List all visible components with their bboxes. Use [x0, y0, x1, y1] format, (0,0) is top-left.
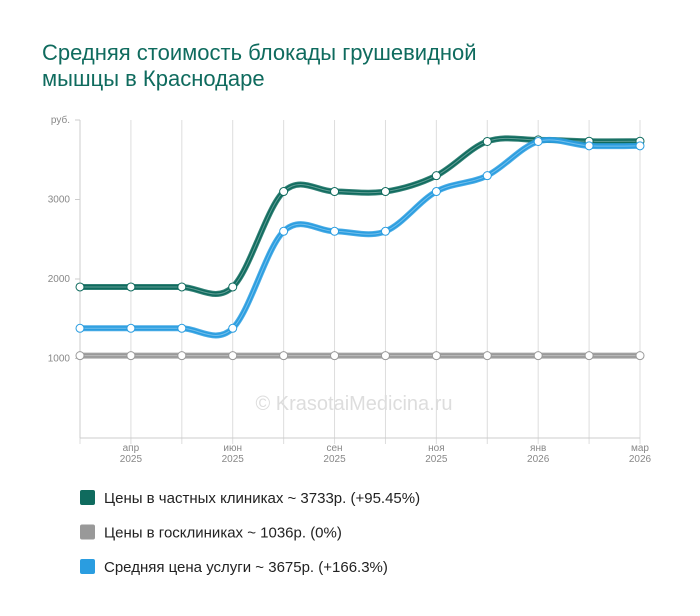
point: [279, 351, 289, 361]
point: [177, 351, 187, 361]
point: [431, 187, 441, 197]
series-line: [80, 137, 641, 338]
point: [228, 351, 238, 361]
point: [75, 282, 85, 292]
series-line: [80, 136, 641, 296]
x-tick-label: сен 2025: [323, 443, 346, 465]
point: [482, 351, 492, 361]
x-tick-label: янв 2026: [527, 443, 550, 465]
point: [330, 351, 340, 361]
point: [177, 282, 187, 292]
point: [279, 187, 289, 197]
point: [380, 187, 390, 197]
point: [75, 323, 85, 333]
series-line-shine: [80, 137, 641, 295]
y-tick-label: руб.: [51, 114, 70, 126]
y-tick-label: 3000: [48, 195, 71, 206]
watermark: © KrasotaiMedicina.ru: [255, 393, 452, 415]
point: [533, 136, 543, 146]
point: [330, 187, 340, 197]
point: [126, 351, 136, 361]
point: [635, 141, 645, 151]
series-line-outline: [80, 135, 641, 297]
legend-swatch: [80, 490, 95, 505]
point: [126, 282, 136, 292]
series-line-shine: [80, 139, 641, 336]
point: [635, 351, 645, 361]
y-tick-label: 2000: [48, 274, 71, 285]
point: [279, 226, 289, 236]
grid: [79, 120, 641, 444]
chart-title: Средняя стоимость блокады грушевидной мы…: [42, 40, 483, 91]
x-tick-label: ноя 2025: [425, 443, 448, 465]
x-tick-label: апр 2025: [119, 443, 143, 465]
point: [584, 351, 594, 361]
legend-swatch: [80, 524, 95, 540]
legend-label: Цены в частных клиниках ~ 3733р. (+95.45…: [104, 490, 420, 507]
series-line-outline: [80, 136, 641, 339]
y-tick-label: 1000: [48, 354, 71, 365]
point: [533, 351, 543, 361]
point: [482, 136, 492, 146]
point: [431, 351, 441, 361]
point: [431, 171, 441, 181]
point: [330, 226, 340, 236]
point: [482, 171, 492, 181]
legend-label: Цены в госклиниках ~ 1036р. (0%): [104, 525, 342, 542]
point: [584, 141, 594, 151]
point: [380, 226, 390, 236]
point: [177, 323, 187, 333]
x-tick-label: мар 2026: [628, 443, 652, 465]
x-tick-label: июн 2025: [221, 443, 244, 465]
point: [380, 351, 390, 361]
point: [126, 323, 136, 333]
legend-swatch: [80, 559, 95, 574]
point: [228, 282, 238, 292]
legend-label: Средняя цена услуги ~ 3675р. (+166.3%): [104, 559, 388, 576]
point: [75, 351, 85, 361]
point: [228, 323, 238, 333]
